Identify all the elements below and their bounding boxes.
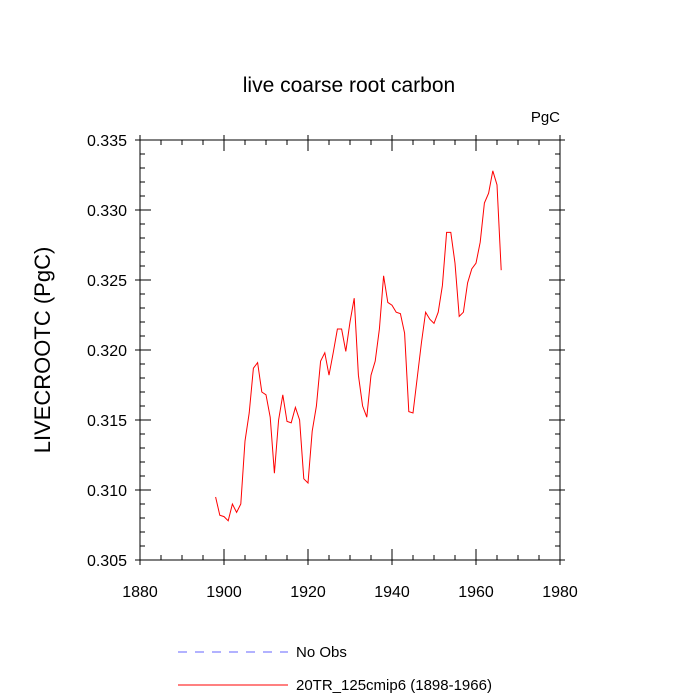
y-tick-label: 0.325: [87, 273, 127, 290]
chart-title: live coarse root carbon: [243, 74, 455, 97]
series-line-20tr-125cmip6: [215, 170, 502, 522]
x-tick-label: 1920: [290, 584, 326, 601]
x-tick-label: 1960: [458, 584, 494, 601]
y-tick-label: 0.305: [87, 553, 127, 570]
x-tick-label: 1980: [542, 584, 578, 601]
y-tick-label: 0.310: [87, 483, 127, 500]
x-tick-label: 1940: [374, 584, 410, 601]
legend-no-obs-label: No Obs: [296, 644, 347, 661]
x-tick-labels: 1880 1900 1920 1940 1960 1980: [122, 584, 578, 601]
y-tick-label: 0.330: [87, 203, 127, 220]
plot-frame: [139, 139, 561, 561]
y-tick-label: 0.320: [87, 343, 127, 360]
legend: No Obs 20TR_125cmip6 (1898-1966): [178, 644, 492, 694]
units-label: PgC: [531, 109, 560, 126]
y-tick-label: 0.335: [87, 133, 127, 150]
y-tick-label: 0.315: [87, 413, 127, 430]
axis-ticks: [135, 135, 565, 565]
x-tick-label: 1900: [206, 584, 242, 601]
x-tick-label: 1880: [122, 584, 158, 601]
legend-series-label: 20TR_125cmip6 (1898-1966): [296, 677, 492, 694]
y-tick-labels: 0.305 0.310 0.315 0.320 0.325 0.330 0.335: [87, 133, 127, 570]
y-axis-label: LIVECROOTC (PgC): [30, 247, 55, 454]
